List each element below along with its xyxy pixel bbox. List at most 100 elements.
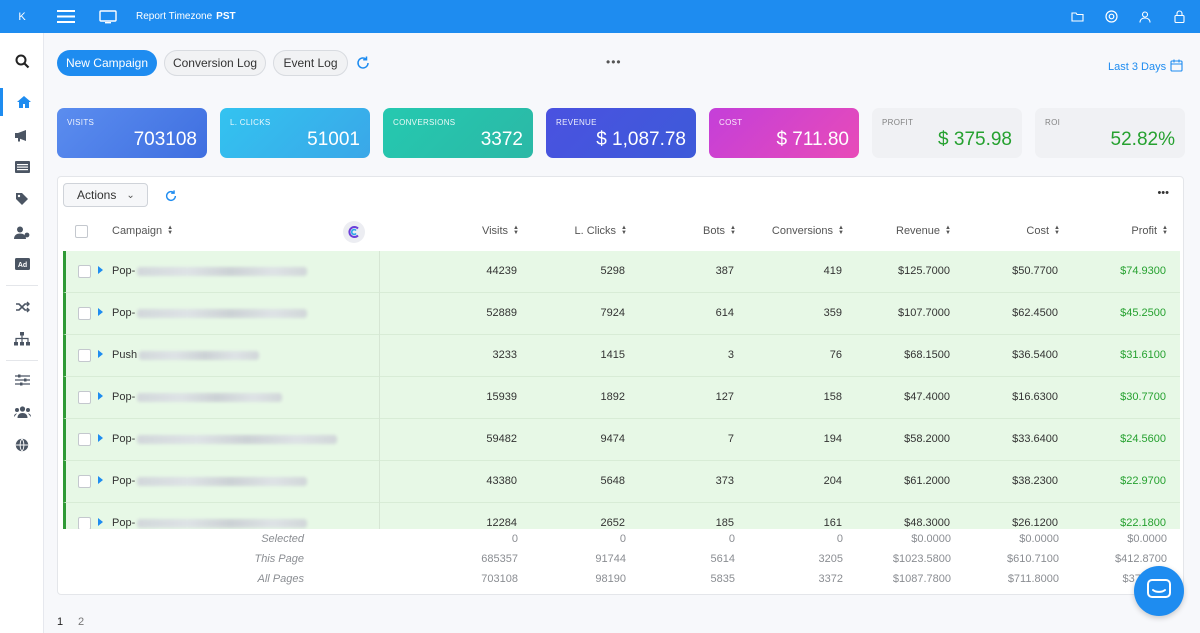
campaign-name[interactable]: Pop- (112, 475, 308, 487)
cell-lclicks: 1415 (600, 349, 625, 361)
campaign-name[interactable]: Push (112, 349, 260, 361)
search-icon[interactable] (0, 47, 44, 75)
users-icon[interactable] (0, 398, 44, 426)
cell-bots: 3 (727, 349, 734, 361)
cell-profit: $45.2500 (1120, 307, 1166, 319)
expand-row-icon[interactable] (98, 434, 103, 442)
header-conversions[interactable]: Conversions ▲ ▼ (772, 223, 844, 239)
header-profit[interactable]: Profit ▲ ▼ (1131, 223, 1168, 239)
ad-icon[interactable]: Ad (0, 250, 44, 278)
cell-cost: $50.7700 (1012, 265, 1058, 277)
campaign-name[interactable]: Pop- (112, 391, 283, 403)
expand-row-icon[interactable] (98, 392, 103, 400)
cell-cost: $36.5400 (1012, 349, 1058, 361)
cell-lclicks: 9474 (600, 433, 625, 445)
support-icon[interactable] (1104, 10, 1118, 24)
campaign-name[interactable]: Pop- (112, 307, 308, 319)
cell-visits: 43380 (486, 475, 517, 487)
table-row[interactable]: Pop- 15939 1892 127 158 $47.4000 $16.630… (63, 377, 1180, 419)
expand-row-icon[interactable] (98, 476, 103, 484)
row-checkbox[interactable] (78, 307, 91, 320)
redacted-name (137, 434, 338, 444)
header-revenue[interactable]: Revenue ▲ ▼ (896, 223, 951, 239)
cell-profit: $30.7700 (1120, 391, 1166, 403)
row-checkbox[interactable] (78, 475, 91, 488)
chat-launcher-button[interactable] (1134, 566, 1184, 616)
sum-lclicks: 98190 (595, 573, 626, 585)
user-settings-icon[interactable] (0, 218, 44, 246)
redacted-name (137, 392, 283, 402)
row-checkbox[interactable] (78, 265, 91, 278)
list-icon[interactable] (0, 153, 44, 181)
header-cost[interactable]: Cost ▲ ▼ (1026, 223, 1060, 239)
more-options-button[interactable]: ••• (606, 55, 622, 69)
table-refresh-icon[interactable] (164, 189, 178, 203)
sum-conversions: 3205 (818, 553, 843, 565)
cell-revenue: $107.7000 (898, 307, 950, 319)
header-campaign[interactable]: Campaign ▲ ▼ (112, 223, 173, 239)
expand-row-icon[interactable] (98, 350, 103, 358)
expand-row-icon[interactable] (98, 266, 103, 274)
table-row[interactable]: Push 3233 1415 3 76 $68.1500 $36.5400 $3… (63, 335, 1180, 377)
campaign-name[interactable]: Pop- (112, 433, 338, 445)
expand-row-icon[interactable] (98, 518, 103, 526)
table-row[interactable]: Pop- 43380 5648 373 204 $61.2000 $38.230… (63, 461, 1180, 503)
globe-icon[interactable] (0, 431, 44, 459)
campaign-name[interactable]: Pop- (112, 265, 308, 277)
sum-profit: $0.0000 (1127, 533, 1167, 545)
row-checkbox[interactable] (78, 349, 91, 362)
cell-bots: 185 (715, 517, 734, 529)
header-visits[interactable]: Visits ▲ ▼ (482, 223, 519, 239)
table-row[interactable]: Pop- 59482 9474 7 194 $58.2000 $33.6400 … (63, 419, 1180, 461)
actions-dropdown[interactable]: Actions ⌄ (63, 183, 148, 207)
sliders-icon[interactable] (0, 366, 44, 394)
date-range-picker[interactable]: Last 3 Days (1108, 59, 1183, 75)
row-checkbox[interactable] (78, 517, 91, 529)
account-badge[interactable]: K (18, 10, 26, 23)
row-checkbox[interactable] (78, 391, 91, 404)
stat-label: CONVERSIONS (393, 118, 456, 127)
table-row[interactable]: Pop- 44239 5298 387 419 $125.7000 $50.77… (63, 251, 1180, 293)
report-timezone[interactable]: Report Timezone PST (136, 11, 236, 22)
page-2[interactable]: 2 (78, 616, 85, 628)
sitemap-icon[interactable] (0, 325, 44, 353)
campaign-prefix: Pop- (112, 517, 136, 529)
expand-row-icon[interactable] (98, 308, 103, 316)
stat-card-revenue: REVENUE $ 1,087.78 (546, 108, 696, 158)
cell-cost: $38.2300 (1012, 475, 1058, 487)
table-row[interactable]: Pop- 12284 2652 185 161 $48.3000 $26.120… (63, 503, 1180, 529)
stat-value: 51001 (307, 129, 360, 150)
table-more-button[interactable]: ••• (1157, 187, 1169, 199)
megaphone-icon[interactable] (0, 121, 44, 149)
cell-conversions: 194 (823, 433, 842, 445)
row-checkbox[interactable] (78, 433, 91, 446)
campaign-name[interactable]: Pop- (112, 517, 308, 529)
shuffle-icon[interactable] (0, 293, 44, 321)
refresh-icon[interactable] (355, 55, 371, 71)
user-icon[interactable] (1138, 10, 1152, 24)
summary-label: All Pages (257, 573, 304, 585)
header-bots[interactable]: Bots ▲ ▼ (703, 223, 736, 239)
lock-icon[interactable] (1172, 10, 1186, 24)
conversion-log-button[interactable]: Conversion Log (164, 50, 266, 76)
select-all-checkbox[interactable] (75, 225, 88, 238)
header-lclicks[interactable]: L. Clicks ▲ ▼ (574, 223, 627, 239)
sum-revenue: $1023.5800 (892, 553, 951, 565)
campaign-prefix: Pop- (112, 433, 136, 445)
column-settings-icon[interactable] (343, 221, 365, 243)
page-1[interactable]: 1 (57, 616, 64, 628)
new-campaign-button[interactable]: New Campaign (57, 50, 157, 76)
cell-cost: $26.1200 (1012, 517, 1058, 529)
folder-icon[interactable] (1070, 10, 1084, 24)
tag-icon[interactable] (0, 185, 44, 213)
table-row[interactable]: Pop- 52889 7924 614 359 $107.7000 $62.45… (63, 293, 1180, 335)
home-icon[interactable] (0, 88, 44, 116)
menu-icon[interactable] (44, 0, 88, 33)
cell-revenue: $47.4000 (904, 391, 950, 403)
monitor-icon[interactable] (88, 0, 128, 33)
sum-bots: 5835 (710, 573, 735, 585)
cell-profit: $31.6100 (1120, 349, 1166, 361)
sort-icon: ▲ ▼ (730, 225, 736, 236)
event-log-button[interactable]: Event Log (273, 50, 348, 76)
top-bar: K Report Timezone PST (0, 0, 1200, 33)
